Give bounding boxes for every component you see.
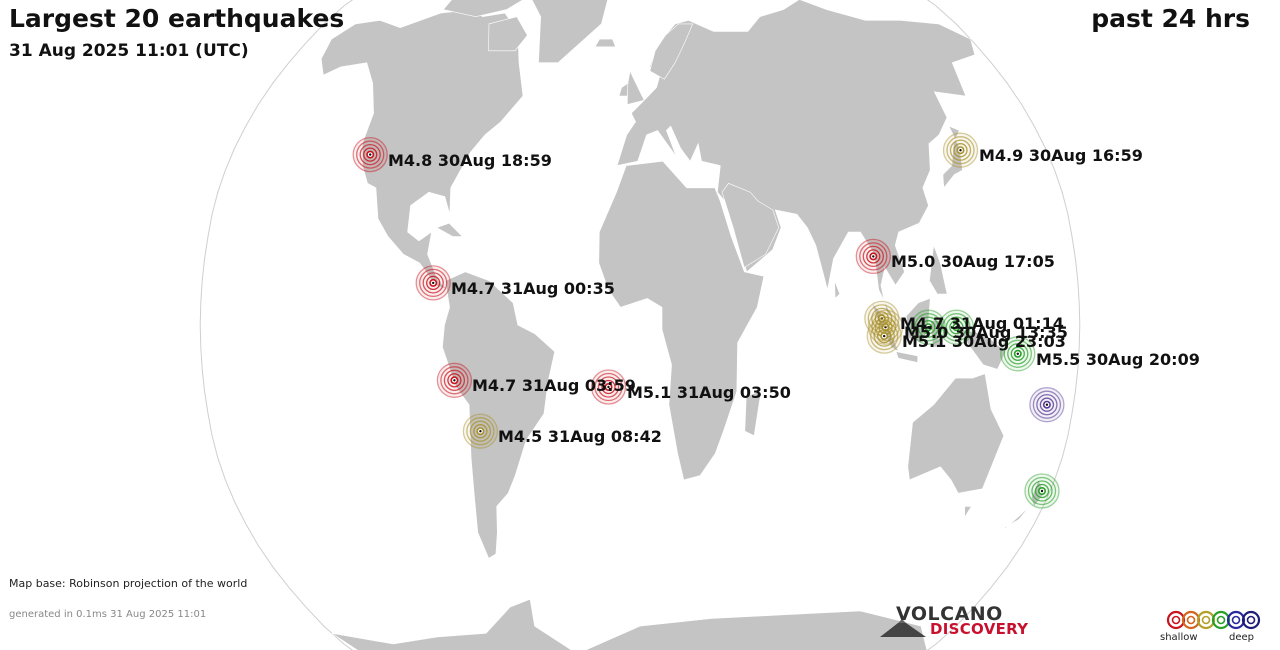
depth-legend-rings [1166, 610, 1261, 630]
earthquake-marker[interactable] [855, 238, 891, 275]
land-new-zealand-south [1002, 506, 1030, 529]
legend-depth-ring [1211, 610, 1231, 630]
legend-shallow-label: shallow [1160, 632, 1198, 643]
earthquake-label[interactable]: M5.0 30Aug 13:35 [904, 323, 1068, 342]
legend-depth-ring [1226, 610, 1246, 630]
earthquake-label[interactable]: M4.9 30Aug 16:59 [979, 146, 1143, 165]
earthquake-marker[interactable] [462, 413, 499, 449]
land-greenland [531, 0, 608, 63]
legend-depth-ring [1196, 610, 1216, 630]
earthquake-label[interactable]: M4.7 31Aug 03:59 [472, 376, 636, 395]
earthquake-label[interactable]: M5.1 30Aug 23:03 [902, 332, 1066, 351]
land-australia [907, 373, 1005, 494]
legend-deep-label: deep [1229, 632, 1254, 643]
earthquake-label[interactable]: M4.8 30Aug 18:59 [388, 151, 552, 170]
volcano-discovery-logo[interactable]: VOLCANO DISCOVERY [880, 603, 1040, 639]
earthquake-markers [352, 132, 1065, 509]
map-timestamp: 31 Aug 2025 11:01 (UTC) [9, 41, 249, 61]
earthquake-marker[interactable] [436, 362, 473, 398]
map-title: Largest 20 earthquakes [9, 4, 345, 33]
earthquake-marker[interactable] [866, 318, 902, 354]
earthquake-marker[interactable] [590, 369, 627, 405]
land-iceland [594, 38, 617, 48]
land-baffin-island [488, 16, 528, 52]
earthquake-marker[interactable] [942, 132, 979, 168]
land-scandinavia-north [649, 23, 694, 80]
map-base-note: Map base: Robinson projection of the wor… [9, 577, 248, 590]
earthquake-marker[interactable] [415, 265, 451, 301]
legend-depth-ring [1241, 610, 1261, 630]
land-sri-lanka [834, 280, 841, 300]
land-africa [598, 160, 765, 481]
earthquake-label[interactable]: M4.7 31Aug 01:14 [900, 314, 1064, 333]
land-ireland [618, 82, 629, 97]
land-antarctica [331, 598, 928, 650]
earthquake-marker[interactable] [1024, 473, 1060, 509]
depth-legend: shallow deep [1160, 608, 1270, 648]
earthquake-label[interactable]: M5.0 30Aug 17:05 [891, 252, 1055, 271]
land-tasmania [964, 506, 972, 519]
earthquake-label[interactable]: M5.1 31Aug 03:50 [627, 383, 791, 402]
generated-note: generated in 0.1ms 31 Aug 2025 11:01 [9, 609, 207, 620]
earthquake-marker[interactable] [938, 309, 975, 345]
time-period: past 24 hrs [1091, 4, 1250, 33]
volcano-icon [880, 619, 926, 637]
logo-text-volcano: VOLCANO [896, 603, 1003, 625]
earthquake-marker[interactable] [352, 136, 388, 173]
land-europe [616, 0, 976, 321]
land-cuba [436, 222, 464, 237]
earthquake-label[interactable]: M4.7 31Aug 00:35 [451, 279, 615, 298]
land-java [895, 351, 919, 363]
land-arabia-fill [721, 182, 780, 268]
land-madagascar [744, 390, 762, 437]
legend-depth-ring [1166, 610, 1186, 630]
land-north-america [320, 9, 524, 290]
legend-depth-ring [1181, 610, 1201, 630]
earthquake-marker[interactable] [910, 309, 946, 345]
land-new-guinea [959, 328, 1007, 370]
earthquake-marker[interactable] [1029, 387, 1065, 423]
logo-text-discovery: DISCOVERY [930, 620, 1029, 638]
earthquake-marker[interactable] [1000, 336, 1036, 372]
earthquake-label[interactable]: M5.5 30Aug 20:09 [1036, 350, 1200, 369]
land-philippines [929, 245, 948, 295]
land-canada-islands [442, 0, 524, 18]
earthquake-label[interactable]: M4.5 31Aug 08:42 [498, 427, 662, 446]
land-masses [320, 0, 1045, 650]
